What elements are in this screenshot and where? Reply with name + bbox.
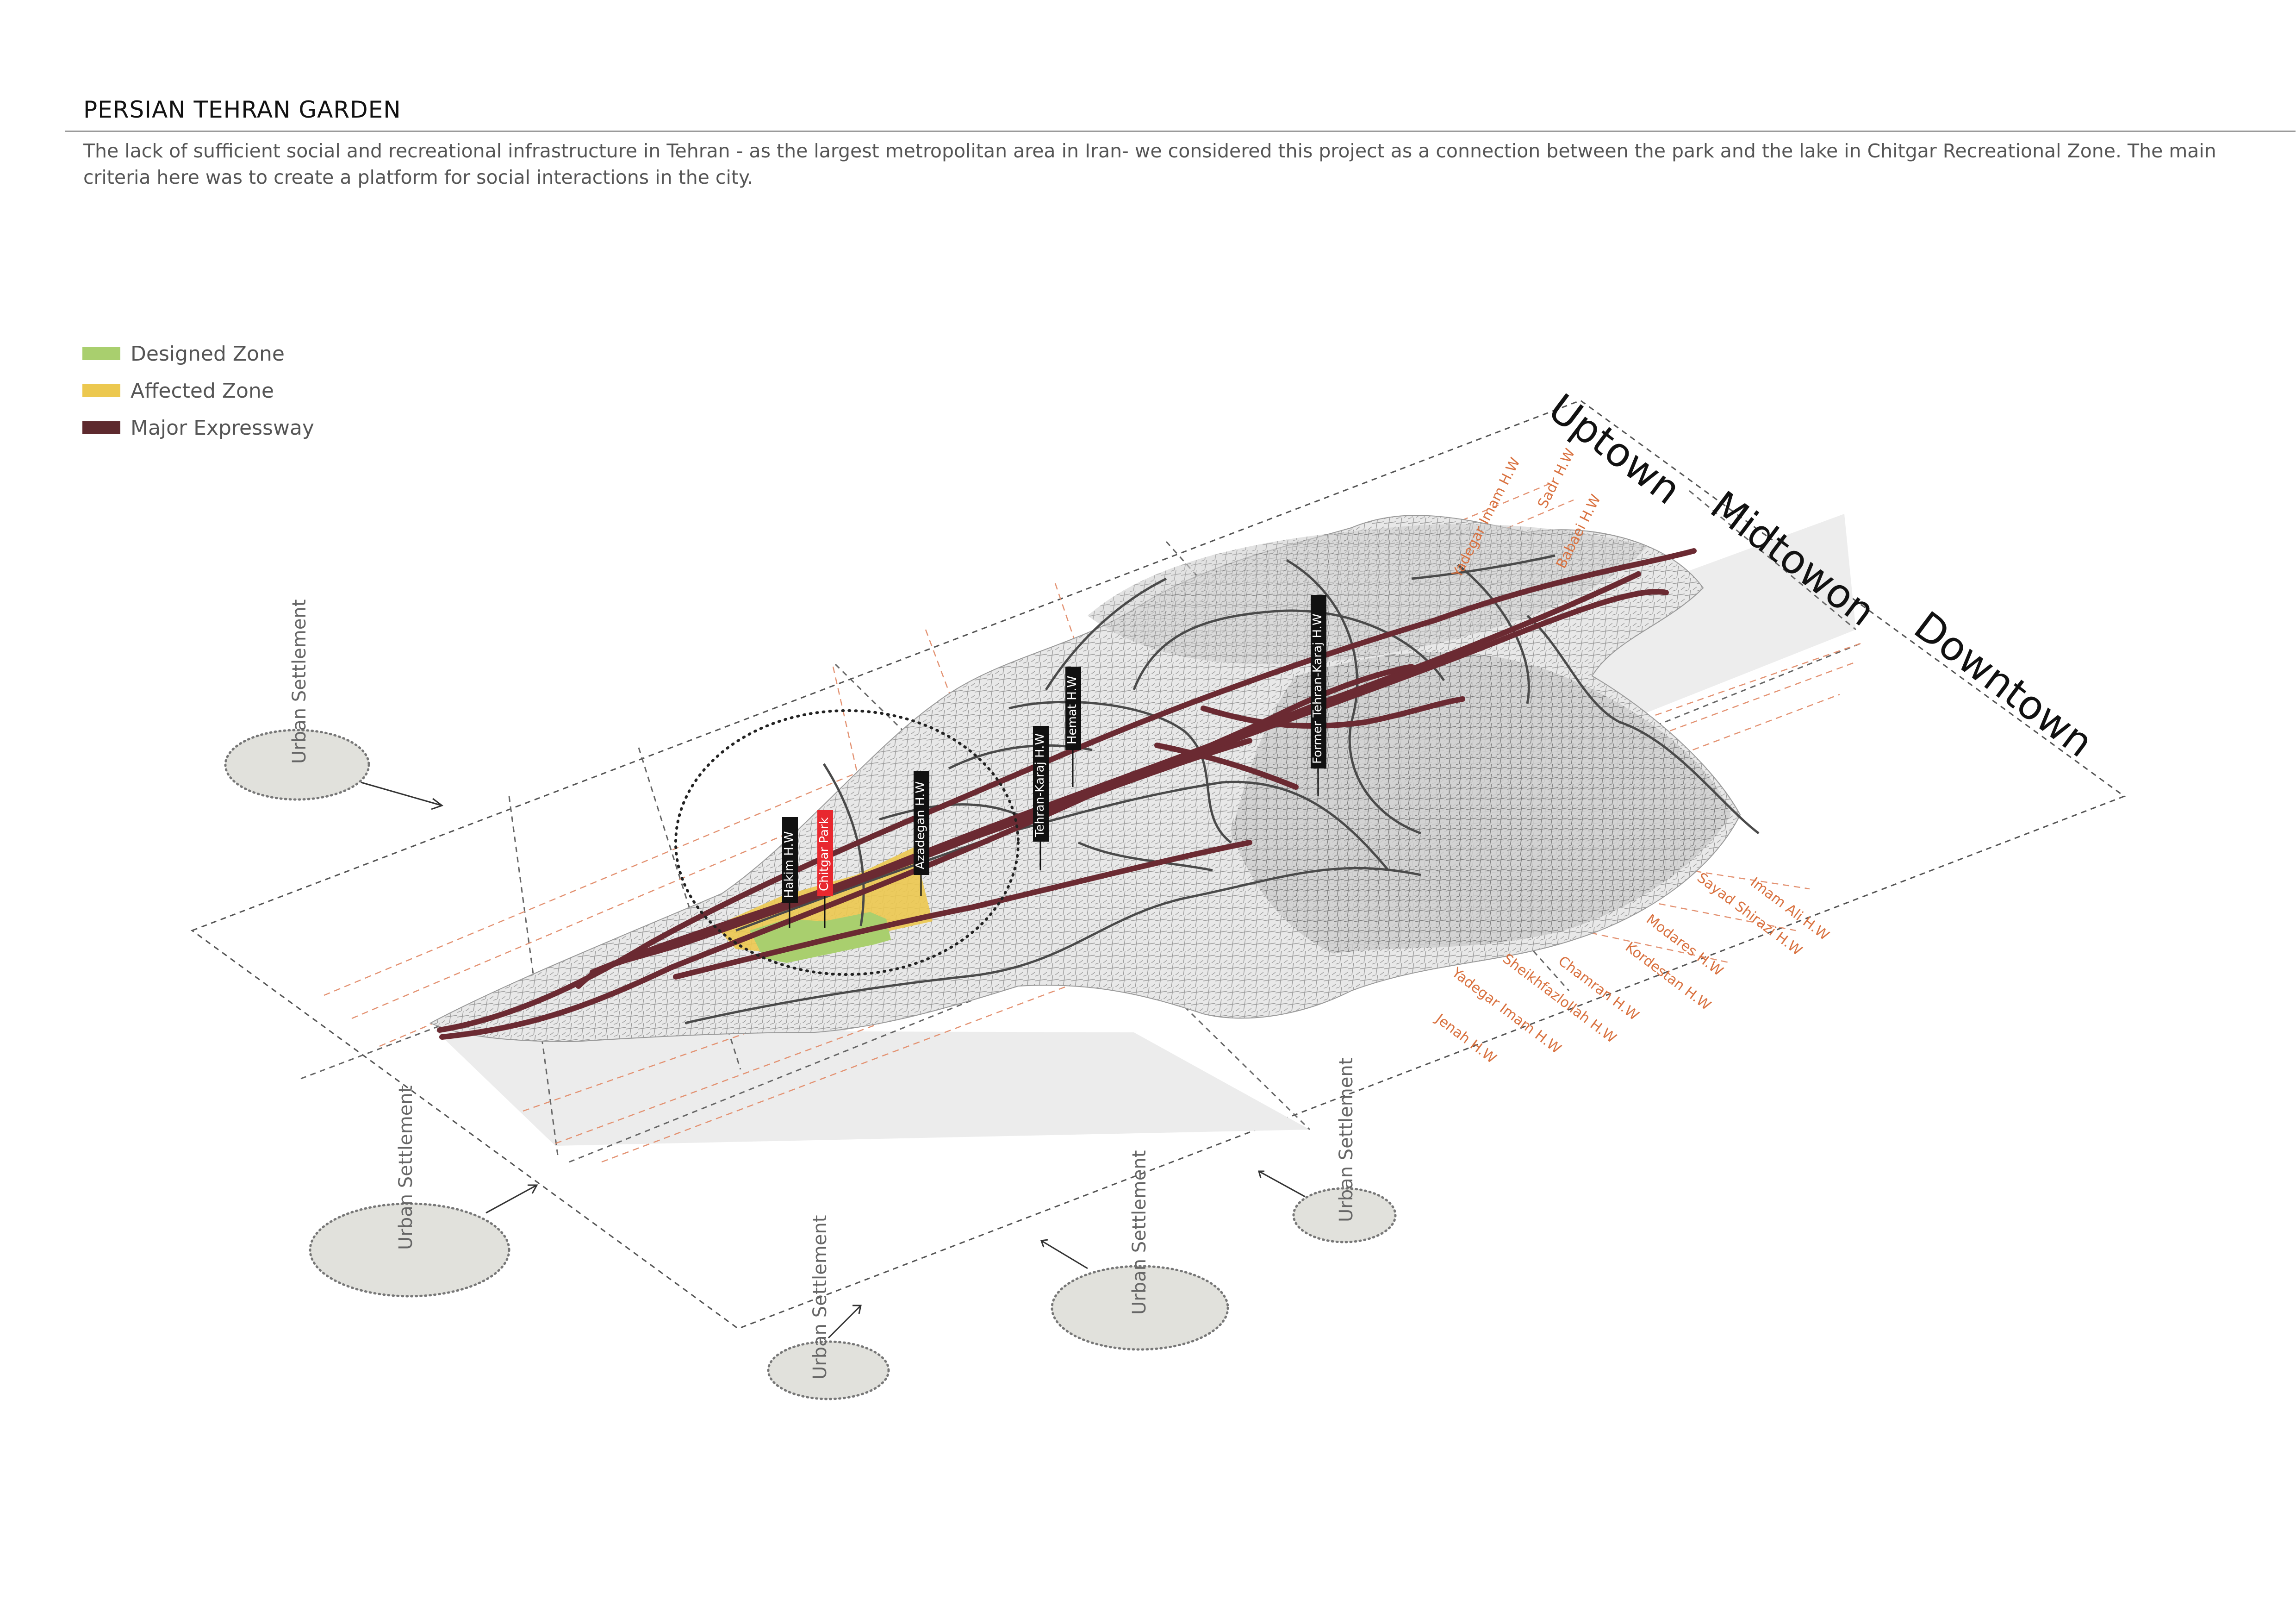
azadegan-label: Azadegan H.W <box>914 781 927 869</box>
hakim-tag: Hakim H.W <box>782 817 798 928</box>
settlement-south-center: Urban Settlement <box>1040 1150 1229 1351</box>
settlement-label: Urban Settlement <box>1336 1058 1357 1222</box>
settlement-southeast: Urban Settlement <box>1258 1058 1397 1243</box>
former-tehran-karaj-tag: Former Tehran-Karaj H.W <box>1311 595 1326 796</box>
legend-label: Designed Zone <box>131 342 285 366</box>
city-north-fabric <box>1088 524 1648 664</box>
study-band-lower <box>435 1030 1310 1146</box>
expressway-swatch <box>82 421 120 434</box>
outer-plane <box>190 400 2126 1330</box>
legend-label: Major Expressway <box>131 416 314 440</box>
designed-zone-swatch <box>82 347 120 360</box>
tehran-karaj-tag: Tehran-Karaj H.W <box>1033 726 1049 870</box>
hemat-label: Hemat H.W <box>1065 676 1079 744</box>
legend-item-affected: Affected Zone <box>82 372 314 409</box>
urban-settlements: Urban Settlement Urban Settlement Urban … <box>224 600 1397 1400</box>
highway-label-east: Jenah H.W <box>1432 1010 1500 1067</box>
city-dense-core <box>1231 652 1731 954</box>
hemat-tag: Hemat H.W <box>1065 667 1081 787</box>
tehran-karaj-label: Tehran-Karaj H.W <box>1033 733 1047 837</box>
highway-label-east: Imam Ali H.W <box>1747 874 1832 943</box>
settlement-label: Urban Settlement <box>809 1215 831 1380</box>
settlement-label: Urban Settlement <box>289 600 310 764</box>
affected-zone-swatch <box>82 384 120 397</box>
legend-label: Affected Zone <box>131 379 274 403</box>
focus-circle <box>674 709 1020 976</box>
azadegan-tag: Azadegan H.W <box>914 771 929 896</box>
zone-label-downtown: Downtown <box>1905 603 2101 767</box>
settlement-label: Urban Settlement <box>1129 1150 1150 1315</box>
settlement-northwest: Urban Settlement <box>224 600 444 810</box>
chitgar-tag: Chitgar Park <box>817 810 833 928</box>
settlement-label: Urban Settlement <box>395 1086 417 1250</box>
page-description: The lack of sufficient social and recrea… <box>83 140 2216 188</box>
legend-item-expressway: Major Expressway <box>82 409 314 446</box>
map-tags: Hakim H.W Chitgar Park Azadegan H.W Tehr… <box>782 595 1326 928</box>
settlement-southwest: Urban Settlement <box>309 1086 538 1298</box>
legend: Designed Zone Affected Zone Major Expres… <box>82 335 314 446</box>
former-tehran-karaj-label: Former Tehran-Karaj H.W <box>1311 613 1325 764</box>
settlement-south: Urban Settlement <box>767 1215 890 1400</box>
title-divider <box>65 131 2296 132</box>
legend-item-designed: Designed Zone <box>82 335 314 372</box>
page-title: PERSIAN TEHRAN GARDEN <box>83 96 401 123</box>
chitgar-label: Chitgar Park <box>817 817 831 891</box>
hakim-label: Hakim H.W <box>782 831 796 898</box>
